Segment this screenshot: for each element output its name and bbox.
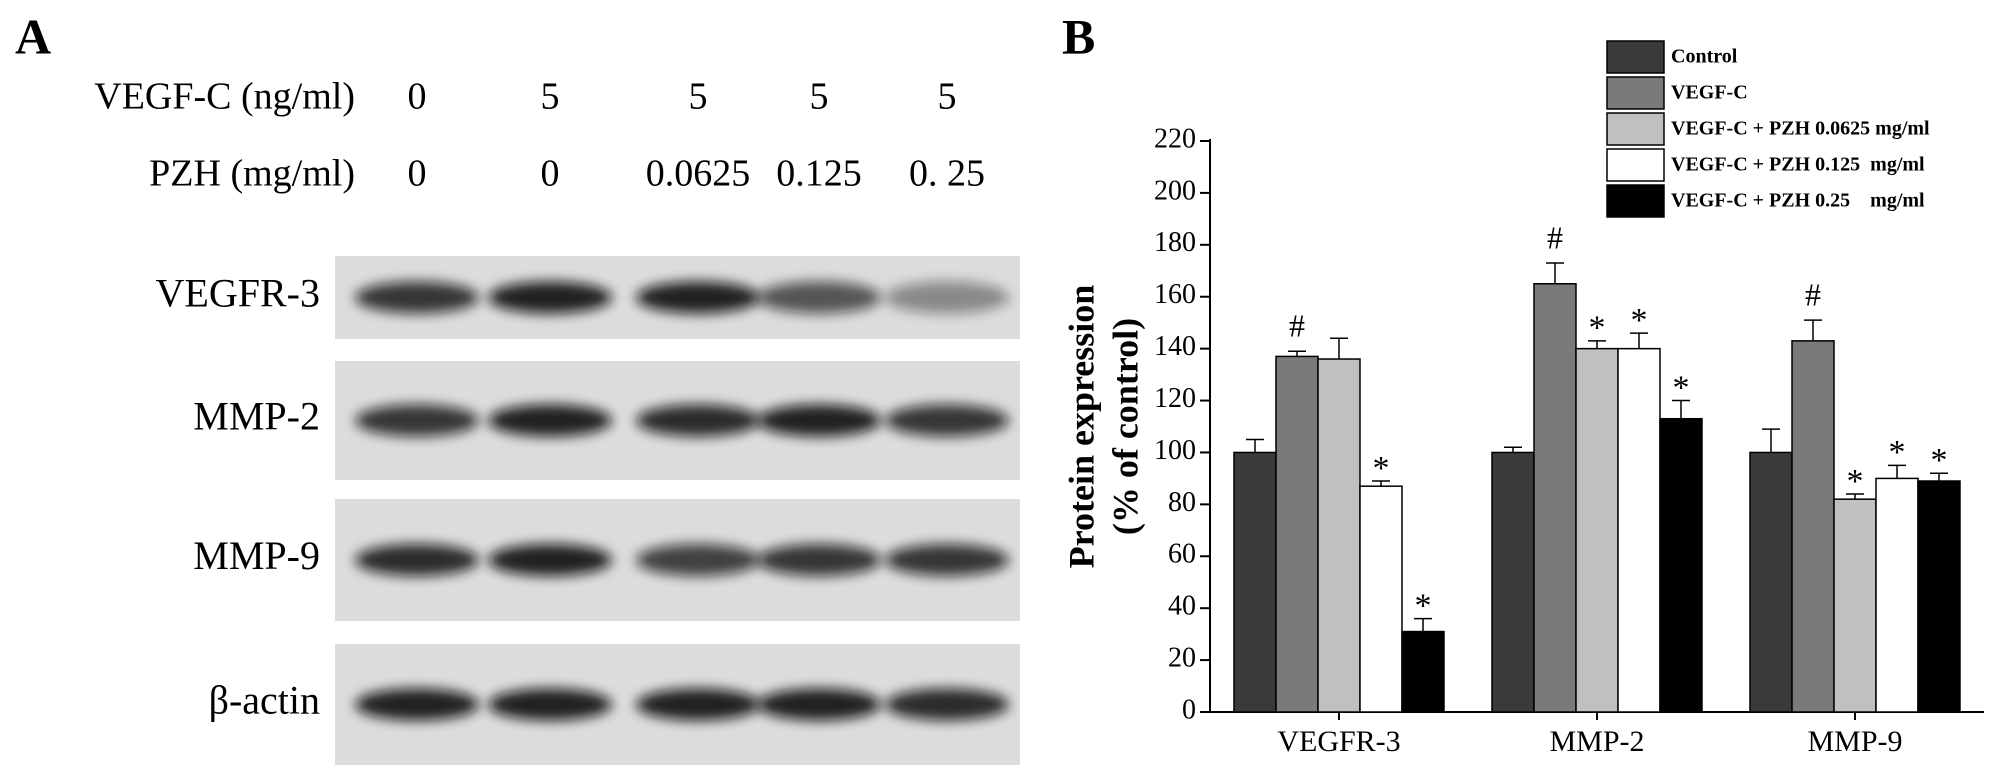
x-tick-label: MMP-2 <box>1549 725 1644 758</box>
significance-mark: * <box>1931 442 1948 479</box>
significance-mark: * <box>1589 310 1606 347</box>
legend-swatch <box>1606 148 1665 182</box>
bar <box>1317 358 1361 713</box>
legend-swatch <box>1606 112 1665 146</box>
blot-band <box>885 688 1009 721</box>
blot-band <box>636 404 760 437</box>
significance-mark: * <box>1673 369 1690 406</box>
panel-label: B <box>1062 8 1095 64</box>
y-tick-label: 60 <box>1168 539 1196 570</box>
y-tick-label: 120 <box>1154 383 1196 414</box>
bar <box>1833 498 1877 713</box>
blot-band <box>636 544 760 576</box>
bar <box>1233 451 1277 713</box>
blot-band <box>757 544 881 576</box>
blot-band <box>757 404 881 437</box>
bar <box>1917 480 1961 713</box>
significance-mark: * <box>1847 463 1864 500</box>
significance-mark: * <box>1631 302 1648 339</box>
blot-band <box>488 281 612 314</box>
band-label: MMP-9 <box>193 533 320 578</box>
blot-band <box>488 404 612 437</box>
bar <box>1875 477 1919 713</box>
y-axis-label: Protein expression <box>1061 285 1101 569</box>
legend-label: VEGF-C <box>1671 82 1748 104</box>
blot-band <box>355 404 479 437</box>
condition-value: 5 <box>541 76 560 118</box>
blot-band <box>488 688 612 721</box>
y-tick-label: 180 <box>1154 227 1196 258</box>
blot-band <box>885 404 1009 437</box>
y-tick-label: 220 <box>1154 123 1196 154</box>
blot-band <box>488 544 612 576</box>
y-tick-label: 140 <box>1154 331 1196 362</box>
condition-value: 0 <box>541 153 560 195</box>
bar <box>1275 355 1319 713</box>
y-tick-label: 20 <box>1168 643 1196 674</box>
x-tick-label: VEGFR-3 <box>1277 725 1400 758</box>
bar <box>1533 283 1577 713</box>
significance-mark: * <box>1373 450 1390 487</box>
significance-mark: # <box>1547 219 1563 255</box>
significance-mark: # <box>1805 276 1821 312</box>
condition-value: 0 <box>408 76 427 118</box>
band-label: β-actin <box>209 678 320 723</box>
bar <box>1749 451 1793 713</box>
bar <box>1791 340 1835 713</box>
panel-label: A <box>15 8 51 64</box>
y-tick-label: 40 <box>1168 591 1196 622</box>
blot-band <box>636 281 760 314</box>
condition-label: VEGF-C (ng/ml) <box>94 76 355 118</box>
condition-value: 0.125 <box>776 153 862 195</box>
y-axis-label: (% of control) <box>1105 318 1145 535</box>
bar <box>1359 485 1403 713</box>
legend-label: VEGF-C + PZH 0.0625 mg/ml <box>1671 118 1930 140</box>
significance-mark: * <box>1415 587 1432 624</box>
condition-value: 5 <box>689 76 708 118</box>
x-tick-label: MMP-9 <box>1807 725 1902 758</box>
bar <box>1491 451 1535 713</box>
y-tick-label: 80 <box>1168 487 1196 518</box>
legend-label: Control <box>1671 46 1738 68</box>
blot-band <box>757 281 881 314</box>
blot-band <box>757 688 881 721</box>
condition-value: 0 <box>408 153 427 195</box>
legend-swatch <box>1606 40 1665 74</box>
bar <box>1659 417 1703 713</box>
condition-label: PZH (mg/ml) <box>149 153 355 195</box>
band-label: MMP-2 <box>193 394 320 439</box>
significance-mark: * <box>1889 434 1906 471</box>
band-label: VEGFR-3 <box>156 271 320 316</box>
condition-value: 5 <box>938 76 957 118</box>
legend-label: VEGF-C + PZH 0.125 mg/ml <box>1671 154 1925 176</box>
condition-value: 5 <box>810 76 829 118</box>
legend-swatch <box>1606 76 1665 110</box>
blot-band <box>636 688 760 721</box>
blot-band <box>355 281 479 314</box>
y-tick-label: 160 <box>1154 279 1196 310</box>
blot-band <box>355 544 479 576</box>
bar <box>1617 347 1661 713</box>
bar <box>1401 630 1445 713</box>
y-tick-label: 0 <box>1182 694 1196 725</box>
significance-mark: # <box>1289 308 1305 344</box>
blot-band <box>885 544 1009 576</box>
condition-value: 0. 25 <box>909 153 985 195</box>
bar <box>1575 347 1619 713</box>
y-tick-label: 200 <box>1154 175 1196 206</box>
legend-label: VEGF-C + PZH 0.25 mg/ml <box>1671 190 1925 212</box>
y-tick-label: 100 <box>1154 435 1196 466</box>
blot-band <box>885 281 1009 314</box>
blot-band <box>355 688 479 721</box>
legend-swatch <box>1606 184 1665 218</box>
condition-value: 0.0625 <box>646 153 751 195</box>
